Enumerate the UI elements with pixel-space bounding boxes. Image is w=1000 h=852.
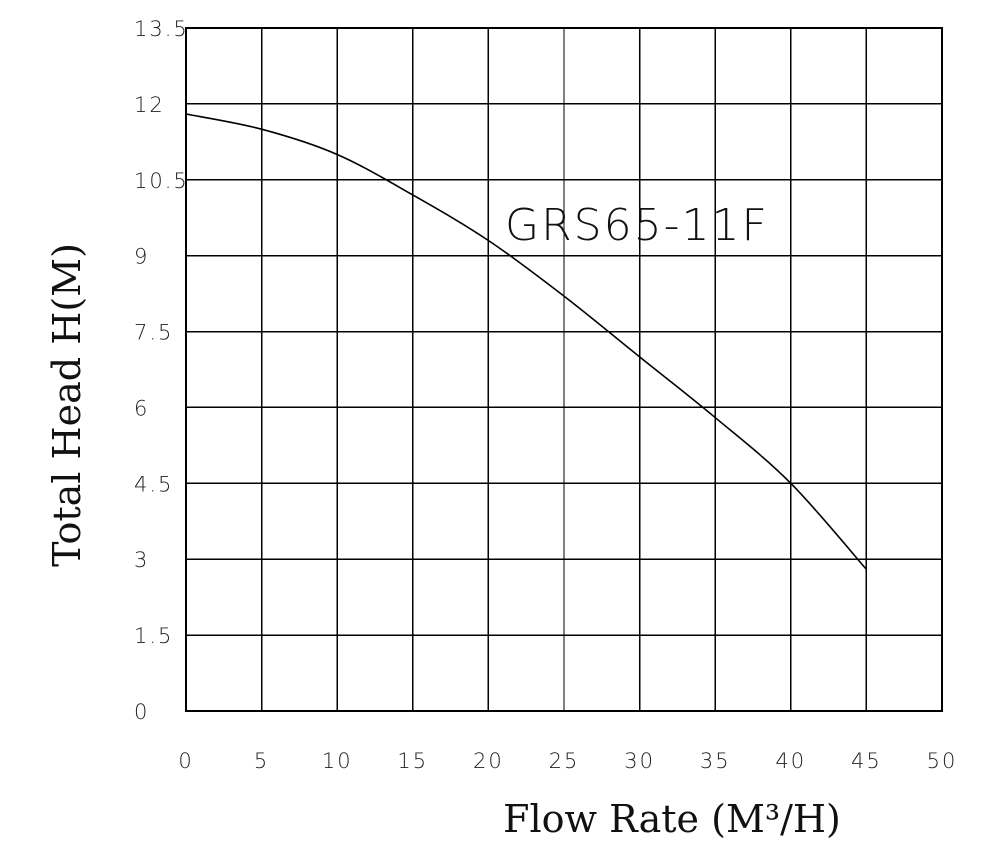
x-tick-label: 35 xyxy=(700,749,731,773)
x-tick-label: 15 xyxy=(397,749,428,773)
x-axis-title: Flow Rate (M³/H) xyxy=(503,797,841,841)
y-axis-title: Total Head H(M) xyxy=(45,243,89,567)
y-tick-label: 13.5 xyxy=(134,17,189,41)
model-annotation: GRS65-11F xyxy=(505,200,769,251)
series-line-0 xyxy=(185,113,868,570)
y-tick-label: 3 xyxy=(134,548,149,572)
curve-layer xyxy=(185,113,868,570)
grid xyxy=(185,27,943,712)
y-tick-labels: 0 1.5 3 4.5 6 7.5 9 10.5 12 13.5 xyxy=(134,17,189,724)
x-tick-label: 50 xyxy=(927,749,958,773)
x-tick-label: 5 xyxy=(254,749,269,773)
y-tick-label: 4.5 xyxy=(134,472,173,496)
plot-frame xyxy=(185,27,943,712)
y-tick-label: 7.5 xyxy=(134,321,173,345)
x-tick-labels: 0 5 10 15 20 25 30 35 40 45 50 xyxy=(178,749,958,773)
y-tick-label: 1.5 xyxy=(134,624,173,648)
y-tick-label: 10.5 xyxy=(134,169,189,193)
x-tick-label: 40 xyxy=(775,749,806,773)
x-tick-label: 25 xyxy=(549,749,580,773)
y-tick-label: 12 xyxy=(134,93,165,117)
y-tick-label: 0 xyxy=(134,700,149,724)
x-tick-label: 30 xyxy=(624,749,655,773)
x-tick-label: 10 xyxy=(322,749,353,773)
x-tick-label: 20 xyxy=(473,749,504,773)
y-tick-label: 6 xyxy=(134,396,149,420)
x-tick-label: 0 xyxy=(178,749,193,773)
y-tick-label: 9 xyxy=(134,245,149,269)
x-tick-label: 45 xyxy=(851,749,882,773)
